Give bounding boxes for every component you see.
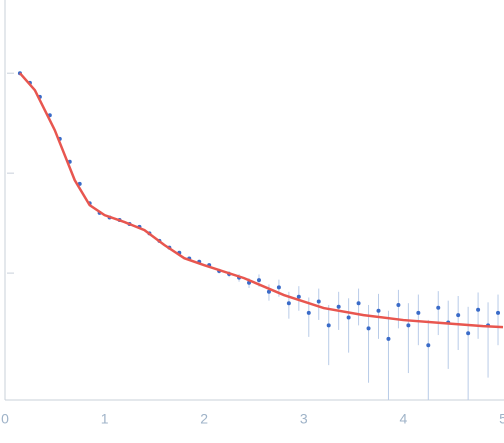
data-point bbox=[346, 315, 351, 320]
data-point bbox=[476, 307, 481, 312]
plot-area bbox=[17, 71, 504, 400]
x-tick-label: 2 bbox=[200, 411, 208, 427]
data-point bbox=[386, 336, 391, 341]
data-point bbox=[326, 323, 331, 328]
x-tick-label: 1 bbox=[101, 411, 109, 427]
fit-line bbox=[19, 72, 504, 329]
data-point bbox=[316, 299, 321, 304]
data-point bbox=[366, 326, 371, 331]
data-point bbox=[426, 343, 431, 348]
data-point bbox=[276, 285, 281, 290]
x-tick-label: 0 bbox=[1, 411, 9, 427]
data-point bbox=[436, 305, 441, 310]
data-point bbox=[296, 294, 301, 299]
data-point bbox=[266, 289, 271, 294]
data-point bbox=[286, 301, 291, 306]
data-point bbox=[256, 278, 261, 283]
x-tick-label: 5 bbox=[499, 411, 504, 427]
data-point bbox=[466, 331, 471, 336]
data-point bbox=[306, 310, 311, 315]
data-point bbox=[406, 323, 411, 328]
data-point bbox=[456, 313, 461, 318]
data-point bbox=[496, 310, 501, 315]
data-point bbox=[416, 310, 421, 315]
x-tick-label: 3 bbox=[300, 411, 308, 427]
data-point bbox=[376, 308, 381, 313]
data-point bbox=[356, 301, 361, 306]
x-tick-label: 4 bbox=[400, 411, 408, 427]
data-point bbox=[396, 302, 401, 307]
data-point bbox=[336, 304, 341, 309]
